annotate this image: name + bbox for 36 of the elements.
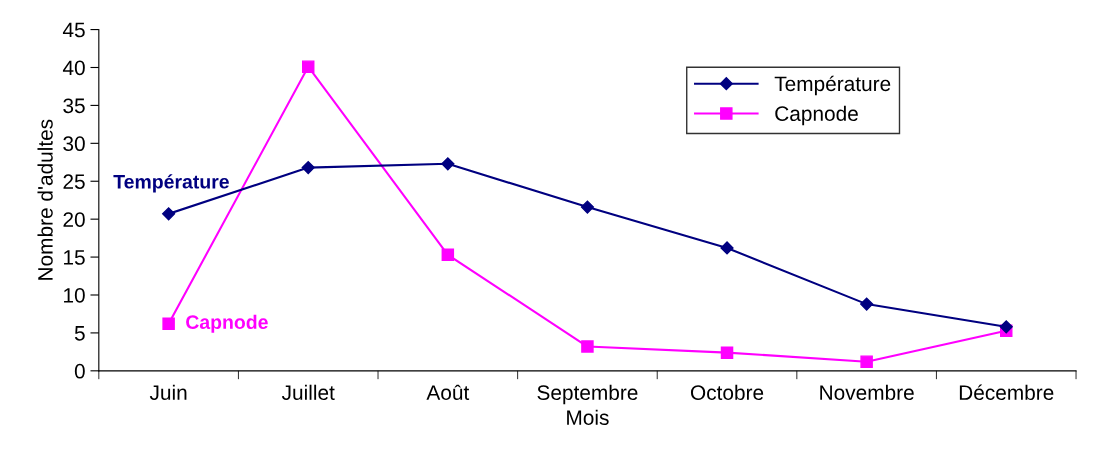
y-tick-label: 10 (64, 287, 85, 303)
x-tick-label: Septembre (537, 384, 638, 405)
annotation: Température (113, 174, 229, 193)
point (860, 297, 874, 311)
point (999, 320, 1013, 334)
point (301, 161, 315, 175)
point (720, 346, 734, 359)
y-tick-label: 25 (63, 174, 85, 189)
point (720, 241, 734, 255)
y-tick-label: 45 (62, 22, 85, 38)
point (580, 200, 595, 214)
x-axis-title: Mois (567, 409, 609, 425)
x-tick-label: Décembre (959, 384, 1054, 401)
y-tick-label: 30 (63, 136, 85, 152)
y-tick-label: 0 (74, 363, 85, 379)
point (860, 355, 873, 368)
annotation: Capnode (186, 314, 268, 333)
y-tick-label: 40 (62, 60, 85, 76)
y-tick-label: 20 (63, 212, 85, 227)
x-tick-label: Novembre (820, 384, 914, 401)
x-tick-label: Juillet (281, 384, 335, 401)
legend-label: Capnode (775, 105, 858, 126)
x-tick-label: Octobre (690, 384, 764, 401)
point (301, 60, 315, 73)
y-tick-label: 35 (63, 98, 85, 114)
point (441, 157, 455, 171)
point (441, 248, 455, 262)
x-tick-label: Juin (149, 384, 187, 401)
point (162, 317, 175, 331)
y-tick-label: 5 (74, 326, 85, 341)
y-axis-title: Nombre d'adultes (37, 119, 53, 280)
point (581, 340, 594, 353)
legend-label: Température (774, 75, 891, 96)
point (162, 207, 176, 221)
y-tick-label: 15 (64, 250, 85, 265)
x-tick-label: Août (426, 384, 470, 401)
